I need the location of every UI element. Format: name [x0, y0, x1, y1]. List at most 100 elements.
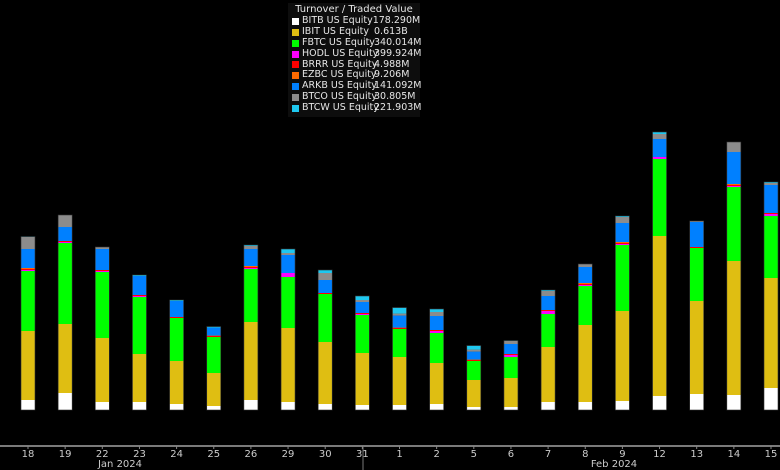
bar-segment-btcw	[429, 309, 444, 312]
bar-segment-fbtc	[429, 333, 444, 363]
bar-segment-fbtc	[58, 243, 73, 324]
bar-segment-arkb	[281, 255, 296, 273]
legend: Turnover / Traded Value BITB US Equity 17…	[288, 3, 422, 117]
bar-segment-brrr	[95, 270, 110, 271]
bar-segment-btco	[392, 313, 407, 316]
bar-segment-hodl	[132, 296, 147, 297]
bar-segment-fbtc	[392, 329, 407, 357]
x-tick-label: 31	[356, 449, 369, 460]
bar-segment-btco	[503, 341, 518, 344]
bar-outline	[466, 345, 482, 411]
bar-segment-fbtc	[503, 357, 518, 378]
bar-segment-arkb	[318, 280, 333, 293]
bar-segment-fbtc	[318, 294, 333, 342]
x-tick-label: 9	[619, 449, 625, 460]
bar-segment-bitb	[466, 407, 481, 410]
x-tick-label: 5	[471, 449, 477, 460]
bar-outline	[20, 236, 36, 411]
bar-segment-btcw	[169, 300, 184, 301]
legend-series-name: EZBC US Equity	[302, 69, 377, 81]
bar-segment-hodl	[578, 285, 593, 286]
bar-segment-btco	[764, 183, 778, 185]
x-tick-label: 29	[282, 449, 295, 460]
legend-swatch	[292, 105, 299, 113]
bar-outline	[540, 289, 556, 411]
bar-segment-btco	[243, 246, 258, 249]
bar-outline	[95, 246, 110, 411]
legend-swatch	[292, 94, 299, 102]
bar-segment-fbtc	[615, 245, 630, 311]
bar-segment-hodl	[429, 331, 444, 333]
bar-segment-fbtc	[355, 315, 370, 353]
bar-segment-fbtc	[243, 269, 258, 322]
bar-stack-5	[466, 345, 482, 411]
legend-item: BTCW US Equity 221.903M	[288, 102, 422, 114]
x-tick-label: 30	[319, 449, 332, 460]
bar-segment-fbtc	[541, 314, 556, 347]
bar-segment-arkb	[578, 267, 593, 283]
bar-segment-arkb	[541, 296, 556, 310]
bar-segment-btcw	[206, 326, 221, 328]
bar-segment-fbtc	[652, 159, 667, 236]
bar-outline	[355, 295, 370, 411]
bar-segment-arkb	[503, 344, 518, 354]
x-tick-label: 7	[545, 449, 551, 460]
bar-segment-arkb	[21, 249, 35, 268]
bar-segment-fbtc	[169, 318, 184, 361]
legend-series-name: BRRR US Equity	[302, 58, 378, 70]
bar-segment-brrr	[169, 317, 184, 318]
bar-segment-hodl	[281, 273, 296, 277]
x-tick-label: 1	[396, 449, 402, 460]
bar-outline	[392, 307, 407, 411]
bar-outline	[577, 263, 593, 411]
month-label-feb: Feb 2024	[591, 459, 637, 470]
bar-segment-ibit	[281, 328, 296, 402]
bar-segment-bitb	[169, 404, 184, 410]
bar-segment-hodl	[21, 270, 35, 271]
bar-segment-ezbc	[21, 268, 35, 269]
bar-segment-bitb	[281, 402, 296, 410]
bar-segment-ibit	[689, 301, 704, 394]
bar-segment-fbtc	[578, 286, 593, 325]
bar-stack-1	[392, 307, 407, 411]
bar-segment-btco	[318, 273, 333, 280]
bar-segment-ibit	[132, 354, 147, 402]
bar-segment-ibit	[764, 278, 778, 388]
bar-segment-btco	[21, 237, 35, 249]
legend-item: ARKB US Equity 141.092M	[288, 80, 422, 92]
bar-segment-arkb	[58, 227, 73, 241]
bar-segment-ibit	[206, 373, 221, 406]
bar-segment-bitb	[95, 402, 110, 410]
bar-segment-fbtc	[132, 297, 147, 354]
bar-stack-25	[206, 326, 222, 411]
bar-segment-bitb	[578, 402, 593, 410]
bar-segment-brrr	[318, 293, 333, 294]
legend-item: BTCO US Equity 30.805M	[288, 91, 420, 103]
bar-segment-fbtc	[689, 248, 704, 301]
legend-swatch	[292, 50, 299, 58]
bar-segment-arkb	[764, 185, 778, 213]
bar-segment-hodl	[615, 244, 630, 245]
bar-segment-btco	[615, 217, 630, 223]
bar-segment-fbtc	[95, 272, 110, 338]
bar-segment-brrr	[21, 269, 35, 270]
bar-segment-btco	[541, 291, 556, 296]
bar-segment-arkb	[355, 302, 370, 313]
bar-segment-bitb	[429, 404, 444, 410]
legend-series-name: BTCO US Equity	[302, 91, 377, 103]
bar-segment-brrr	[466, 360, 481, 361]
legend-series-value: 141.092M	[374, 80, 422, 92]
bar-stack-18	[20, 236, 36, 411]
bar-segment-arkb	[689, 222, 704, 247]
legend-series-name: IBIT US Equity	[302, 25, 369, 37]
bar-segment-hodl	[764, 214, 778, 216]
legend-series-value: 0.613B	[374, 25, 408, 37]
bar-segment-hodl	[541, 311, 556, 314]
bar-segment-brrr	[541, 310, 556, 311]
bar-segment-ibit	[726, 261, 741, 395]
bar-stack-31	[355, 295, 370, 411]
bar-stack-23	[132, 274, 147, 411]
bar-segment-bitb	[58, 393, 73, 410]
bar-segment-ibit	[615, 311, 630, 401]
legend-series-value: 221.903M	[374, 102, 422, 114]
